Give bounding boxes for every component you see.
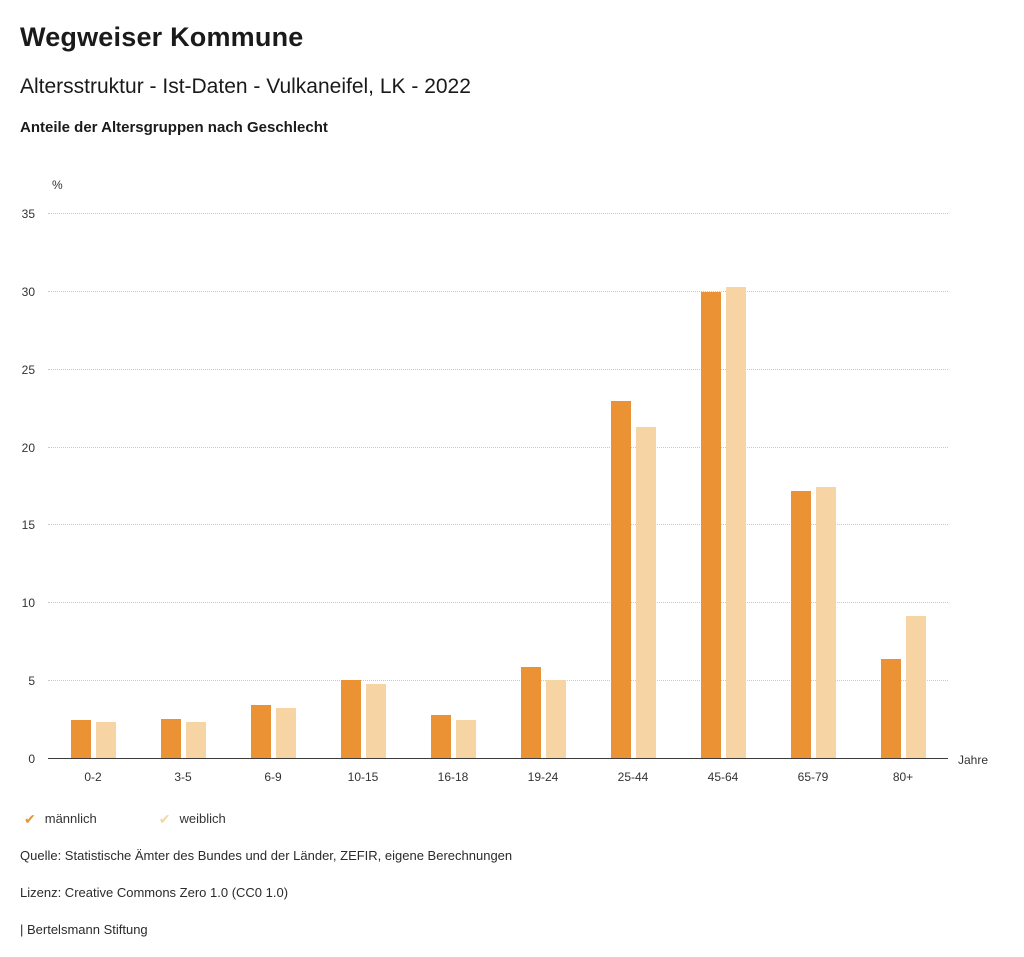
bar-group: 45-64 — [678, 214, 768, 784]
bar-männlich[interactable] — [250, 704, 271, 759]
bar-männlich[interactable] — [70, 720, 91, 759]
y-axis-unit-label: % — [52, 178, 63, 192]
x-tick-label: 6-9 — [264, 770, 282, 784]
checkmark-icon: ✔ — [24, 810, 36, 827]
license-text: Lizenz: Creative Commons Zero 1.0 (CC0 1… — [20, 885, 289, 900]
x-tick-label: 65-79 — [797, 770, 829, 784]
y-tick-label: 15 — [21, 518, 35, 533]
bar-pair — [520, 214, 566, 759]
chart-caption: Anteile der Altersgruppen nach Geschlech… — [20, 119, 328, 136]
chart-footer: Quelle: Statistische Ämter des Bundes un… — [20, 848, 1004, 937]
bar-männlich[interactable] — [790, 491, 811, 759]
x-tick-label: 16-18 — [437, 770, 469, 784]
bar-männlich[interactable] — [160, 718, 181, 759]
x-tick-label: 0-2 — [84, 770, 102, 784]
bar-group: 16-18 — [408, 214, 498, 784]
x-axis-unit-label: Jahre — [958, 753, 989, 767]
bar-pair — [790, 214, 836, 759]
gridline — [48, 213, 948, 214]
bar-group: 6-9 — [228, 214, 318, 784]
bar-group: 10-15 — [318, 214, 408, 784]
legend-label: weiblich — [179, 811, 226, 826]
bar-pair — [430, 214, 476, 759]
bar-chart: % Jahre 0 5 10 15 20 25 30 35 0-2 3-5 6-9 10-15 16-1… — [22, 178, 988, 784]
bar-weiblich[interactable] — [815, 486, 836, 759]
bar-weiblich[interactable] — [455, 720, 476, 759]
bar-pair — [610, 214, 656, 759]
bar-weiblich[interactable] — [275, 707, 296, 759]
bar-group: 3-5 — [138, 214, 228, 784]
x-tick-label: 25-44 — [617, 770, 649, 784]
bar-weiblich[interactable] — [725, 287, 746, 759]
gridline — [48, 446, 948, 448]
legend-item-männlich[interactable]: ✔ männlich — [24, 811, 97, 826]
x-tick-label: 3-5 — [174, 770, 192, 784]
legend-label: männlich — [44, 811, 97, 826]
y-tick-label: 5 — [28, 674, 35, 689]
x-tick-label: 19-24 — [527, 770, 559, 784]
bar-männlich[interactable] — [340, 679, 361, 759]
chart-subtitle: Altersstruktur - Ist-Daten - Vulkaneifel… — [20, 75, 471, 98]
y-tick-label: 25 — [21, 362, 35, 377]
bar-männlich[interactable] — [430, 715, 451, 759]
bar-männlich[interactable] — [520, 667, 541, 759]
bar-männlich[interactable] — [880, 659, 901, 759]
bar-group: 0-2 — [48, 214, 138, 784]
gridline — [48, 290, 948, 292]
x-axis-line — [48, 758, 948, 759]
bar-group: 25-44 — [588, 214, 678, 784]
bar-group: 80+ — [858, 214, 948, 784]
attribution-text: | Bertelsmann Stiftung — [20, 922, 148, 937]
bar-group: 65-79 — [768, 214, 858, 784]
bar-pair — [700, 214, 746, 759]
gridline — [48, 680, 948, 682]
gridline — [48, 368, 948, 370]
y-tick-label: 20 — [21, 440, 35, 455]
checkmark-icon: ✔ — [158, 810, 171, 827]
bar-pair — [880, 214, 926, 759]
bar-weiblich[interactable] — [635, 427, 656, 759]
bar-weiblich[interactable] — [905, 615, 926, 759]
x-tick-label: 10-15 — [347, 770, 379, 784]
y-tick-label: 0 — [28, 752, 35, 766]
plot-area: Jahre 0 5 10 15 20 25 30 35 0-2 3-5 6-9 10-15 16-18 1… — [22, 207, 988, 784]
bar-weiblich[interactable] — [365, 684, 386, 759]
bar-group: 19-24 — [498, 214, 588, 784]
x-tick-label: 80+ — [892, 770, 914, 784]
bar-weiblich[interactable] — [185, 721, 206, 759]
chart-legend: ✔ männlich ✔ weiblich — [24, 811, 1004, 826]
legend-item-weiblich[interactable]: ✔ weiblich — [159, 811, 226, 826]
x-tick-label: 45-64 — [707, 770, 739, 784]
y-tick-label: 10 — [21, 596, 35, 611]
bar-männlich[interactable] — [610, 400, 631, 759]
gridline — [48, 602, 948, 604]
y-tick-label: 35 — [21, 207, 35, 221]
y-tick-label: 30 — [21, 284, 35, 299]
source-text: Quelle: Statistische Ämter des Bundes un… — [20, 848, 513, 863]
bar-weiblich[interactable] — [545, 679, 566, 759]
bar-pair — [70, 214, 116, 759]
bar-pair — [160, 214, 206, 759]
bar-groups: 0-2 3-5 6-9 10-15 16-18 19-24 25-44 45-64 65-79 8… — [48, 214, 948, 784]
gridline — [48, 524, 948, 526]
bar-pair — [250, 214, 296, 759]
bar-männlich[interactable] — [700, 291, 721, 759]
bar-weiblich[interactable] — [95, 721, 116, 759]
bar-pair — [340, 214, 386, 759]
page-title: Wegweiser Kommune — [20, 22, 304, 52]
